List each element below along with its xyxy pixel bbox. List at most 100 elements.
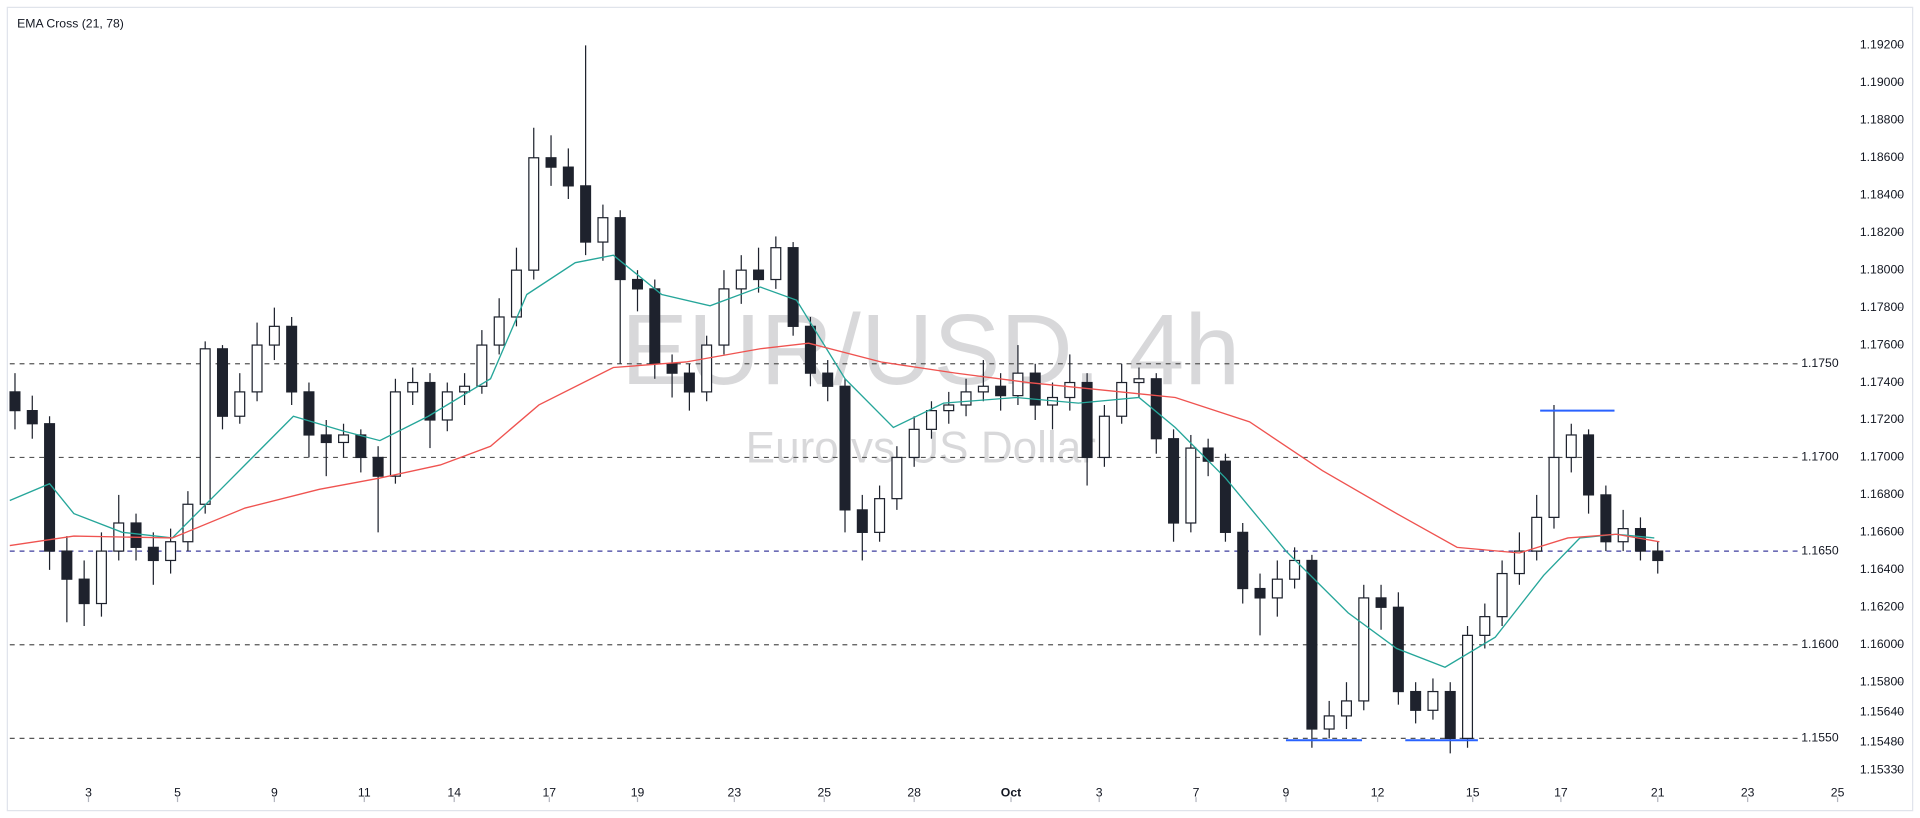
candle-body — [407, 381, 419, 393]
candle-body — [1098, 415, 1110, 459]
y-tick-label: 1.15330 — [1860, 762, 1904, 776]
x-tick-label: 23 — [728, 786, 742, 800]
x-tick-label: 11 — [358, 786, 371, 800]
y-tick-label: 1.19200 — [1860, 38, 1904, 52]
y-tick-label: 1.16800 — [1860, 487, 1904, 501]
candle-body — [1375, 597, 1387, 608]
candle-body — [562, 166, 574, 187]
candle-body — [770, 247, 782, 281]
level-label: 1.1750 — [1801, 356, 1839, 370]
candle-body — [1531, 516, 1543, 552]
y-tick-label: 1.16000 — [1860, 637, 1904, 651]
candle-body — [631, 278, 644, 290]
candle-body — [493, 316, 505, 346]
candle-body — [839, 385, 851, 511]
x-tick-label: 5 — [174, 786, 181, 800]
candle-body — [528, 157, 540, 271]
x-tick-label: 14 — [447, 786, 461, 800]
candle-body — [1634, 528, 1646, 552]
candle-body — [338, 434, 350, 444]
x-tick-label: 12 — [1371, 786, 1385, 800]
candle-body — [1081, 381, 1093, 459]
candle-body — [718, 288, 730, 346]
candle-body — [545, 157, 557, 168]
y-tick-label: 1.17800 — [1860, 300, 1904, 314]
chart-frame — [6, 6, 1914, 812]
candle-body — [9, 391, 21, 412]
candle-body — [580, 185, 592, 243]
candle-body — [753, 269, 765, 281]
y-tick-label: 1.19000 — [1860, 75, 1904, 89]
candle-body — [1133, 378, 1145, 384]
x-tick-label: 7 — [1193, 786, 1200, 800]
candle-body — [1219, 460, 1231, 533]
candle-body — [476, 344, 488, 387]
level-label: 1.1650 — [1801, 543, 1839, 557]
x-tick-label: 15 — [1466, 786, 1480, 800]
x-tick-label: 17 — [1554, 786, 1568, 800]
candle-body — [1479, 616, 1491, 636]
candle-body — [735, 269, 747, 290]
candle-body — [960, 391, 972, 406]
candle-body — [1444, 690, 1456, 739]
x-tick-label: 3 — [1096, 786, 1103, 800]
candle-body — [1427, 690, 1439, 711]
candle-body — [1306, 559, 1318, 730]
y-tick-label: 1.18200 — [1860, 225, 1904, 239]
x-tick-label: Oct — [1001, 786, 1021, 800]
y-tick-label: 1.17600 — [1860, 337, 1904, 351]
ema-line — [9, 342, 1660, 554]
y-tick-label: 1.18600 — [1860, 150, 1904, 164]
candle-body — [683, 372, 695, 393]
candle-body — [1583, 434, 1595, 496]
candle-body — [147, 546, 159, 562]
candle-body — [891, 456, 903, 500]
candle-body — [1652, 550, 1664, 562]
candle-body — [286, 325, 298, 393]
y-tick-label: 1.16400 — [1860, 562, 1904, 576]
y-tick-label: 1.16200 — [1860, 600, 1904, 614]
indicator-label: EMA Cross (21, 78) — [17, 17, 124, 31]
candle-body — [424, 381, 436, 421]
candle-body — [1340, 700, 1352, 717]
candle-body — [130, 522, 142, 548]
candle-body — [1271, 578, 1283, 599]
candle-body — [389, 391, 401, 477]
candle-body — [1185, 447, 1197, 524]
candle-body — [1513, 550, 1525, 575]
candle-body — [26, 410, 38, 425]
y-tick-label: 1.15800 — [1860, 674, 1904, 688]
candle-body — [165, 541, 177, 562]
candle-body — [649, 288, 661, 365]
candle-body — [874, 498, 886, 533]
candle-body — [1254, 587, 1266, 599]
candle-body — [701, 344, 713, 393]
candle-body — [320, 434, 332, 444]
x-tick-label: 3 — [85, 786, 92, 800]
candle-body — [1202, 447, 1214, 462]
y-tick-label: 1.15640 — [1860, 704, 1904, 718]
candle-body — [995, 385, 1007, 397]
y-tick-label: 1.17200 — [1860, 412, 1904, 426]
candle-body — [666, 363, 678, 374]
candle-body — [1496, 572, 1508, 618]
y-tick-label: 1.17400 — [1860, 375, 1904, 389]
y-tick-label: 1.15480 — [1860, 734, 1904, 748]
candle-body — [268, 325, 280, 346]
candle-body — [459, 385, 471, 393]
level-label: 1.1600 — [1801, 637, 1839, 651]
candle-body — [1029, 372, 1041, 406]
candle-body — [804, 325, 816, 374]
candle-body — [925, 410, 937, 430]
x-tick-label: 9 — [1283, 786, 1290, 800]
watermark-symbol: EUR/USD, 4h — [621, 294, 1240, 406]
candle-body — [1323, 715, 1335, 730]
candle-body — [1410, 690, 1422, 711]
watermark-description: Euro vs US Dollar — [746, 423, 1096, 472]
candle-body — [234, 391, 246, 417]
x-tick-label: 28 — [907, 786, 921, 800]
candle-body — [1237, 531, 1249, 590]
candle-body — [199, 348, 211, 505]
